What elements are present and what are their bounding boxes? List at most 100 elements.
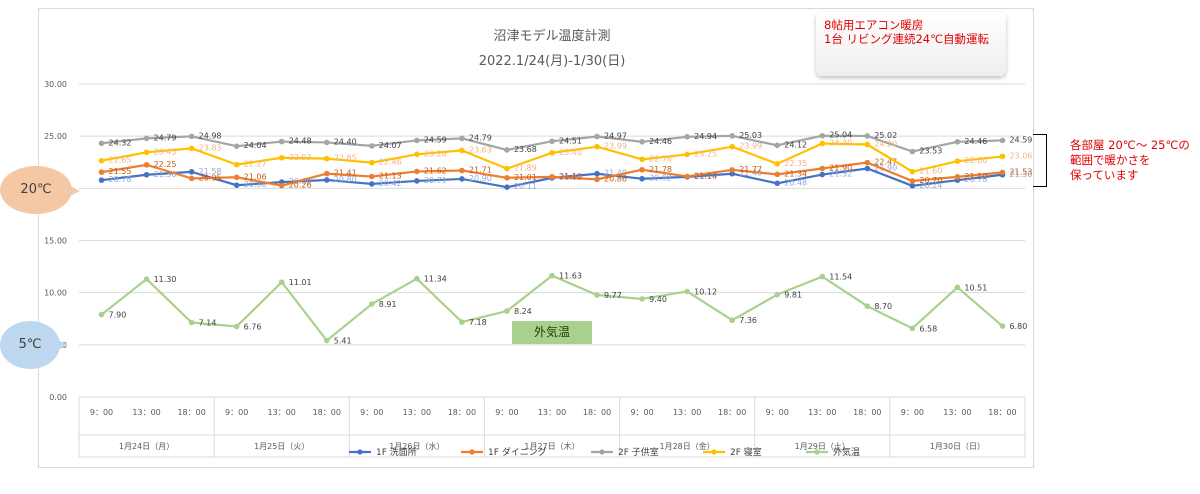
data-point [729,317,735,324]
data-point [504,147,510,153]
x-time-label: 13：00 [403,408,431,417]
data-point [549,272,555,279]
data-point [909,325,916,332]
data-label: 21.01 [514,173,537,182]
data-label: 9.40 [649,295,667,304]
data-point [639,175,645,182]
data-point [188,133,195,140]
data-label: 23.45 [154,147,177,156]
data-point [909,148,916,155]
data-point [414,137,420,144]
data-label: 8.24 [514,307,532,316]
data-point [323,139,330,146]
data-label: 20.86 [604,174,627,183]
data-point [323,155,330,162]
data-label: 24.20 [874,140,897,149]
data-point [369,173,375,180]
x-time-label: 9：00 [901,408,924,417]
data-point [594,133,600,140]
x-time-label: 18：00 [583,408,611,417]
data-point [459,147,465,154]
data-label: 20.90 [469,174,492,183]
data-point [143,171,150,178]
x-day-label: 1月29日（土） [795,441,850,451]
data-point [504,184,510,190]
data-label: 21.58 [199,167,222,176]
range-note-line-2: 範囲で暖かさを [1070,153,1151,167]
data-label: 20.70 [919,176,942,185]
data-point [774,291,781,298]
data-point [278,279,285,285]
data-label: 21.53 [1009,167,1032,176]
data-label: 20.30 [244,180,267,189]
data-point [864,303,871,310]
data-point [504,174,510,181]
data-label: 23.99 [739,142,762,151]
data-point [459,167,465,174]
data-point [233,182,240,189]
data-point [233,143,240,149]
data-label: 20.80 [334,175,357,184]
data-point [188,175,195,182]
data-label: 21.55 [109,167,132,176]
data-label: 21.14 [694,171,717,180]
data-label: 24.04 [244,141,267,150]
data-point [999,137,1006,144]
data-label: 11.54 [829,273,852,282]
data-point [774,171,781,178]
data-label: 21.10 [694,172,717,181]
data-label: 21.62 [424,166,447,175]
data-label: 9.77 [604,291,622,300]
x-time-label: 9：00 [630,408,653,417]
data-point [549,150,555,156]
data-point [143,135,150,142]
data-label: 7.18 [469,318,487,327]
y-tick-label: 30.00 [44,80,67,89]
data-point [369,181,375,187]
data-label: 6.58 [919,324,937,333]
data-label: 20.78 [109,175,132,184]
data-label: 6.80 [1009,322,1027,331]
callout-line-2: 1台 リビング連続24℃自動運転 [824,32,990,46]
data-label: 20.42 [379,179,402,188]
data-label: 21.10 [964,172,987,181]
data-point [864,141,871,148]
data-point [864,159,871,166]
data-label: 21.10 [559,172,582,181]
data-label: 21.90 [874,164,897,173]
data-label: 24.59 [424,135,447,144]
x-time-label: 13：00 [943,408,971,417]
data-label: 11.01 [289,278,312,287]
data-label: 23.63 [469,145,492,154]
data-label: 20.48 [784,178,807,187]
data-point [864,133,871,139]
x-day-label: 1月24日（月） [119,442,174,451]
data-label: 22.35 [784,159,807,168]
data-label: 6.76 [244,322,262,331]
data-label: 24.59 [1009,135,1032,144]
x-day-label: 1月26日（水） [389,441,444,451]
chart-title: 沼津モデル温度計測 [493,28,610,44]
data-point [999,153,1006,160]
data-label: 21.41 [334,169,357,178]
aircon-callout: 8帖用エアコン暖房 1台 リビング連続24℃自動運転 [816,12,1006,76]
data-label: 21.77 [739,165,762,174]
data-point [819,273,826,280]
range-note-line-1: 各部屋 20℃～ 25℃の [1070,138,1190,152]
data-label: 22.85 [334,154,357,163]
data-point [819,140,826,147]
data-point [98,169,105,175]
data-point [369,301,375,307]
data-label: 23.26 [424,149,447,158]
data-label: 23.06 [1009,151,1032,160]
data-label: 24.79 [469,133,492,142]
data-label: 25.04 [829,131,852,140]
chart-frame: 沼津モデル温度計測2022.1/24(月)-1/30(日)0.005.0010.… [38,8,1034,468]
x-time-label: 9：00 [495,408,518,417]
callout-line-1: 8帖用エアコン暖房 [824,18,924,32]
data-label: 22.93 [289,153,312,162]
data-label: 21.90 [829,164,852,173]
bubble-20c-tail [70,186,80,196]
data-point [774,161,781,167]
data-label: 21.30 [154,170,177,179]
